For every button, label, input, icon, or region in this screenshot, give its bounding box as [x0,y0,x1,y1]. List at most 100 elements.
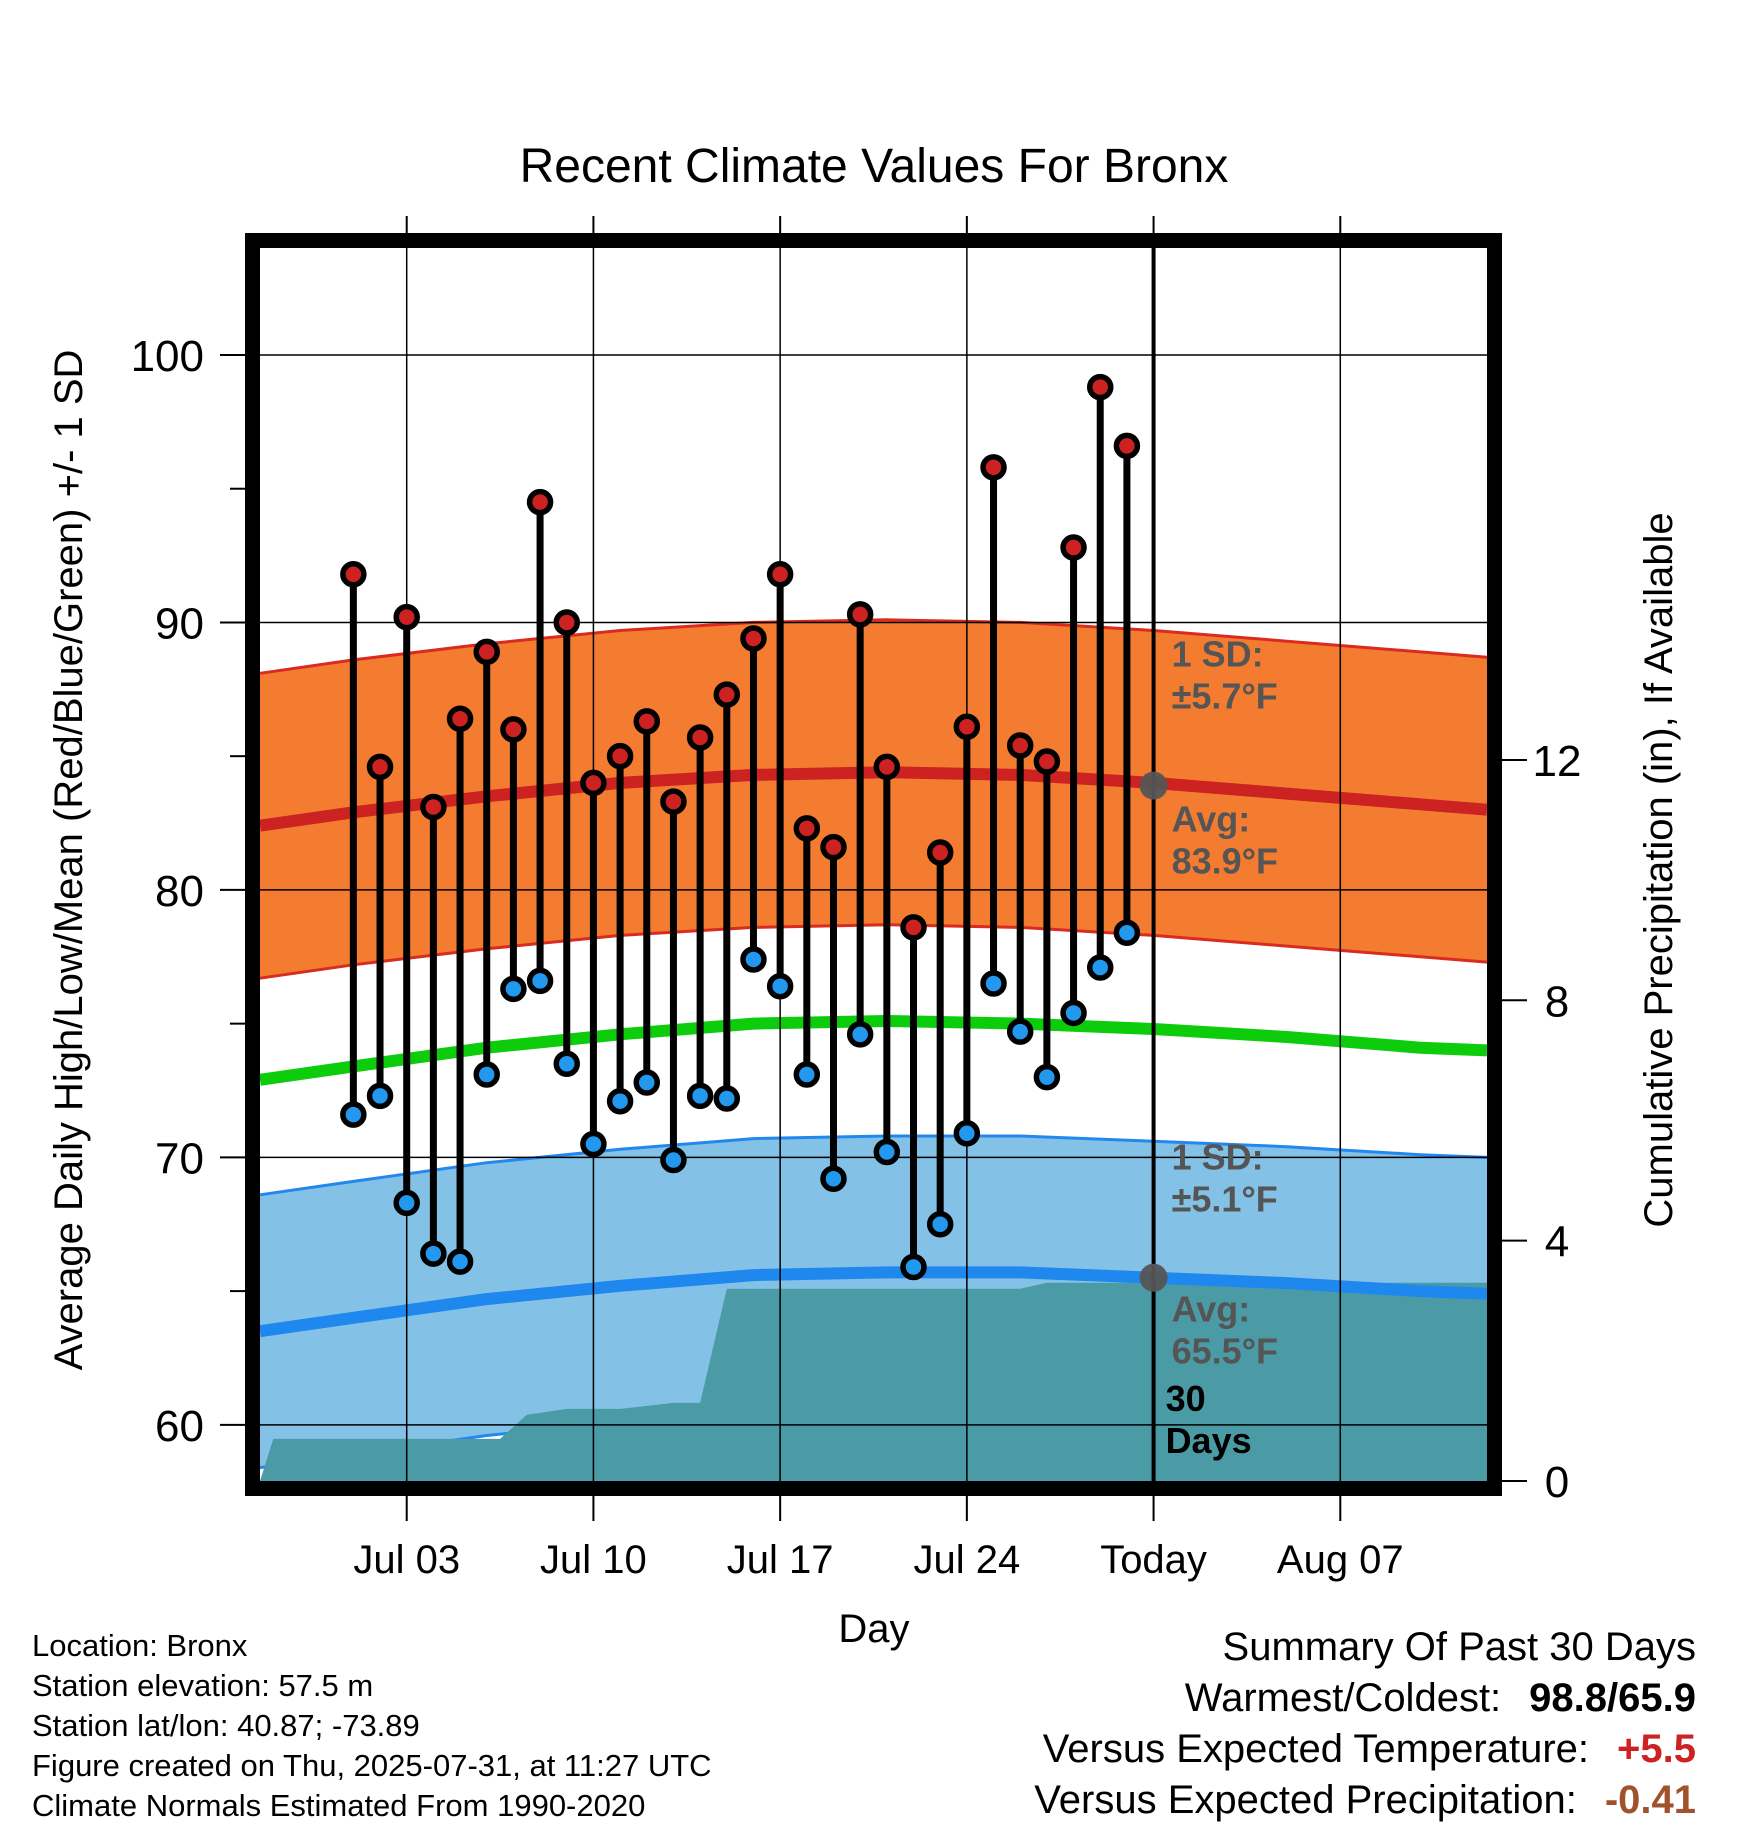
y-tick-label: 70 [155,1134,204,1183]
high-point [846,601,874,628]
high-point [633,708,661,735]
high-avg-annotation: Avg: 83.9°F [1172,799,1278,882]
low-point [473,1061,500,1088]
high-point [740,625,767,652]
low-sd-annotation-line: ±5.1°F [1172,1178,1278,1219]
low-point [340,1101,367,1128]
low-point [1006,1018,1034,1045]
high-point [526,488,554,516]
low-avg-line [259,1266,1488,1338]
y2-axis-label: Cumulative Precipitation (in), If Availa… [1637,512,1681,1227]
high-point [660,788,687,815]
chart-title: Recent Climate Values For Bronx [520,140,1229,193]
high-point [953,713,981,741]
precip-row: Versus Expected Precipitation: -0.41 [1034,1775,1696,1826]
x-tick-label: Aug 07 [1277,1538,1404,1582]
high-point [1113,432,1141,460]
x-tick-label: Jul 17 [727,1538,834,1582]
station-info: Location: Bronx Station elevation: 57.5 … [32,1626,712,1826]
high-avg-annotation-line: 83.9°F [1172,841,1278,882]
high-point [1006,732,1034,759]
low-point [633,1069,661,1096]
high-sd-annotation-line: 1 SD: [1172,633,1264,674]
low-point [926,1210,954,1238]
x-tick-label: Jul 10 [540,1538,647,1582]
low-avg-annotation-line: 65.5°F [1172,1331,1278,1372]
high-point [793,815,821,842]
x-tick-label: Today [1100,1538,1207,1582]
high-avg-annotation-line: Avg: [1172,799,1251,840]
low-point [766,972,794,1000]
y2-tick-label: 8 [1545,977,1569,1026]
y-tick-label: 80 [155,867,204,916]
temp-label: Versus Expected Temperature: [1042,1727,1590,1771]
high-point [366,753,394,781]
low-sd-annotation-line: 1 SD: [1172,1136,1264,1177]
low-point [740,946,767,973]
mean-line [259,1014,1488,1086]
warm-cold-row: Warmest/Coldest: 98.8/65.9 [1034,1673,1696,1724]
precip-area [260,1282,1487,1481]
y-tick-label: 90 [155,599,204,648]
high-point [340,561,367,588]
days-annotation: 30 Days [1166,1378,1252,1461]
low-point [660,1146,687,1174]
low-point [1086,954,1114,981]
low-point [953,1120,981,1147]
low-point [420,1240,447,1267]
normals-text: Climate Normals Estimated From 1990-2020 [32,1788,646,1823]
high-point [1033,748,1061,775]
low-point [580,1130,607,1158]
high-point [420,793,447,821]
low-point [553,1050,580,1078]
low-point [1033,1063,1061,1091]
high-point [820,833,847,861]
created-text: Figure created on Thu, 2025-07-31, at 11… [32,1748,712,1783]
low-sd-annotation: 1 SD: ±5.1°F [1172,1136,1278,1219]
low-avg-annotation: Avg: 65.5°F [1172,1289,1278,1372]
plot-frame [245,233,1502,1496]
precip-value: -0.41 [1604,1778,1696,1822]
x-tick-label: Jul 03 [353,1538,460,1582]
temp-value: +5.5 [1617,1727,1696,1771]
y2-tick-label: 0 [1545,1458,1569,1507]
low-point [606,1087,634,1115]
low-avg-annotation-line: Avg: [1172,1289,1251,1330]
low-point [1113,919,1141,946]
low-point [873,1138,901,1166]
days-annotation-line: 30 [1166,1378,1206,1419]
y2-axis: 0 4 8 12 [1502,737,1581,1507]
today-low-avg-marker [1139,1263,1168,1292]
high-point [393,603,420,631]
high-point [606,742,634,770]
x-axis: Jul 03 Jul 10 Jul 17 Jul 24 Today Aug 07 [353,216,1404,1582]
summary-title: Summary Of Past 30 Days [1222,1625,1696,1669]
high-point [553,609,580,636]
low-point [446,1248,474,1275]
location-text: Location: Bronx [32,1628,248,1663]
low-point [900,1253,927,1281]
low-point [980,970,1007,997]
high-sd-band-upper-edge [259,618,1488,675]
y-tick-label: 60 [155,1402,204,1451]
high-point [1086,373,1114,401]
summary-panel: Summary Of Past 30 Days Warmest/Coldest:… [1034,1622,1696,1826]
low-point [846,1021,874,1048]
elevation-text: Station elevation: 57.5 m [32,1668,374,1703]
y-tick-label: 100 [131,332,204,381]
y2-tick-label: 12 [1533,737,1582,786]
low-point [820,1165,847,1193]
high-sd-annotation-line: ±5.7°F [1172,675,1278,716]
low-point [713,1085,741,1112]
low-point [793,1061,821,1088]
high-point [926,839,954,866]
high-point [473,638,500,666]
low-point [500,975,527,1003]
today-high-avg-marker [1139,771,1168,800]
x-tick-label: Jul 24 [913,1538,1020,1582]
low-point [526,967,554,995]
days-annotation-line: Days [1166,1420,1252,1461]
x-axis-label: Day [838,1607,909,1651]
